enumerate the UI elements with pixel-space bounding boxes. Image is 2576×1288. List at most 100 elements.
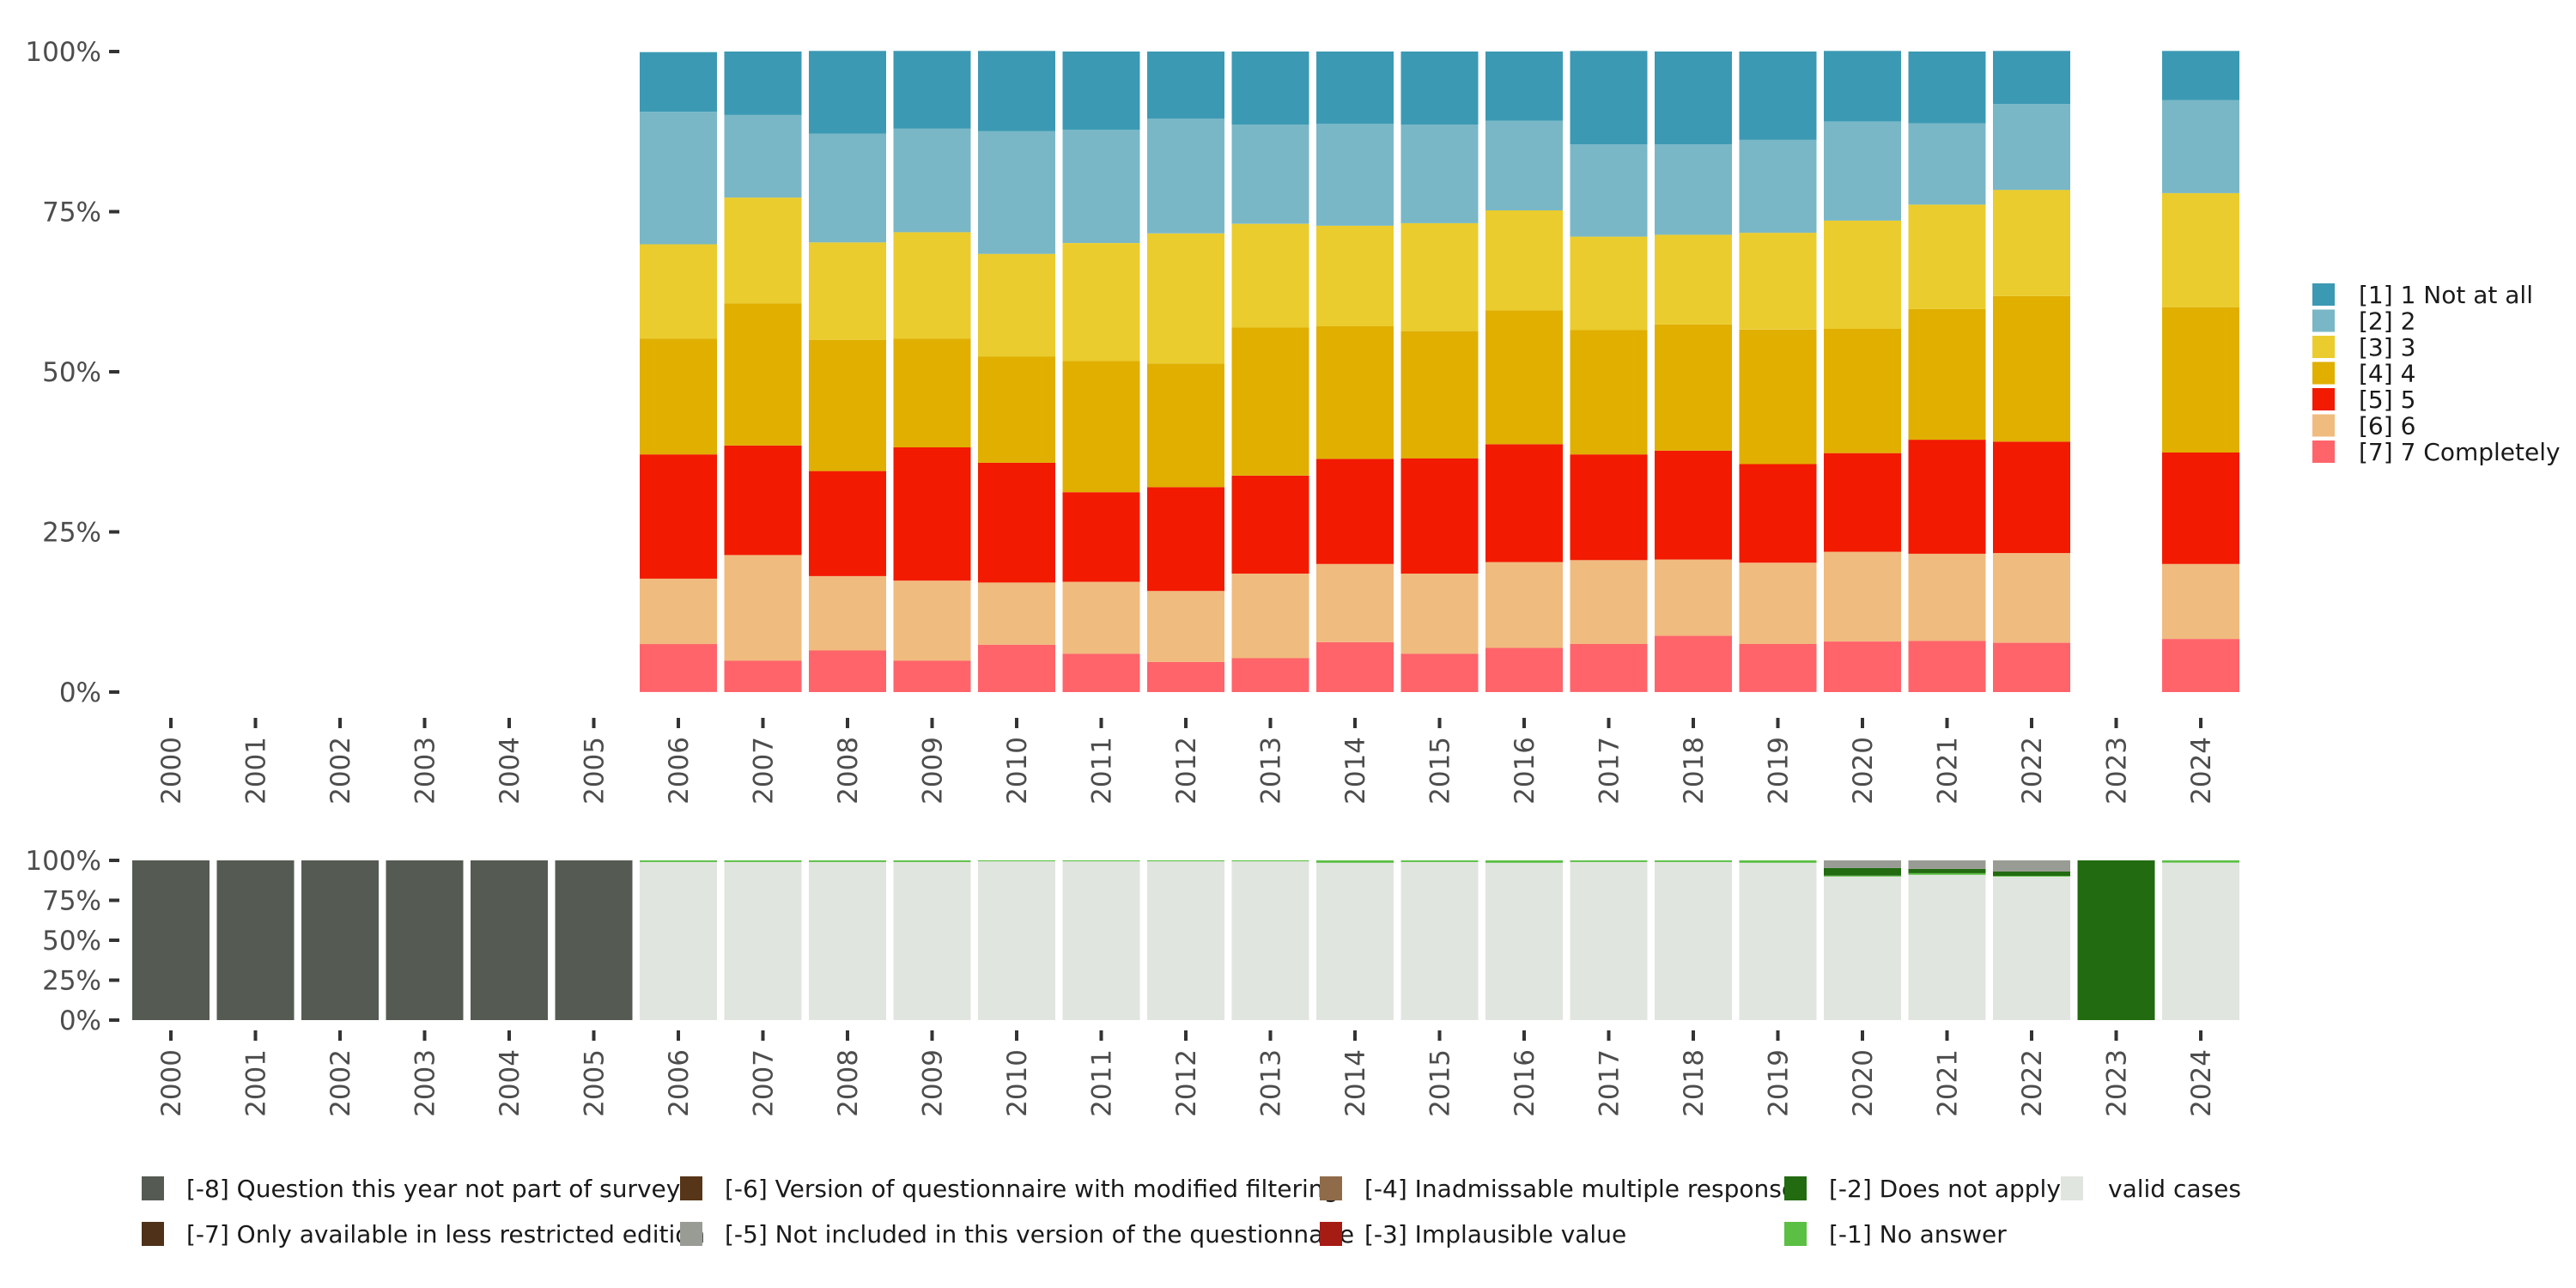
bar-segment-2007-2-2: [724, 114, 802, 198]
bar-segment-2024-2-2: [2162, 100, 2239, 193]
bar-segment-2001-8-question-this-year-not-part-of-survey: [216, 860, 295, 1020]
bar-segment-2021-6-6: [1908, 553, 1986, 641]
bar-segment-2018-1-no-answer: [1655, 860, 1732, 862]
bar-segment-2010-7-7-completely: [978, 644, 1055, 692]
bar-segment-2015-7-7-completely: [1400, 653, 1479, 692]
x-tick-label: 2024: [2186, 737, 2217, 805]
x-tick-label: 2014: [1340, 1049, 1371, 1117]
x-tick-label: 2008: [833, 737, 864, 805]
bar-segment-2013-3-3: [1231, 223, 1309, 328]
bar-segment-2017-3-3: [1570, 236, 1648, 331]
bar-segment-2008-1-no-answer: [809, 860, 886, 862]
bar-segment-2009-5-5: [893, 447, 971, 581]
x-tick-label: 2012: [1171, 737, 1202, 805]
bar-segment-2021-valid-cases: [1908, 874, 1986, 1020]
bar-segment-2022-1-no-answer: [1993, 876, 2070, 877]
bar-segment-2015-6-6: [1400, 574, 1479, 654]
bar-segment-2016-1-no-answer: [1485, 860, 1563, 863]
missing-chart-bars: [132, 860, 2239, 1020]
bar-segment-2024-valid-cases: [2162, 862, 2239, 1020]
bar-segment-2014-1-no-answer: [1316, 860, 1394, 863]
bar-segment-2015-2-2: [1400, 125, 1479, 223]
bar-segment-2019-3-3: [1739, 233, 1817, 330]
bar-segment-2021-5-not-included-in-this-version-of-the-questionnaire: [1908, 860, 1986, 869]
legend-swatch-4-4: [2312, 361, 2335, 385]
bar-segment-2002-8-question-this-year-not-part-of-survey: [301, 860, 379, 1020]
x-tick-label: 2022: [2017, 737, 2048, 805]
main-chart-bars: [640, 51, 2239, 692]
bar-segment-2021-7-7-completely: [1908, 641, 1986, 692]
bar-segment-2012-7-7-completely: [1147, 661, 1224, 692]
bar-segment-2010-4-4: [978, 356, 1055, 463]
legend-swatch-8-question-this-year-not-part-of-survey: [142, 1176, 164, 1200]
bar-segment-2014-1-1-not-at-all: [1316, 52, 1394, 125]
legend-label: [7] 7 Completely: [2359, 438, 2561, 466]
missing-legend: [-8] Question this year not part of surv…: [142, 1175, 2241, 1249]
bar-segment-2020-2-2: [1824, 121, 1901, 221]
x-tick-label: 2006: [664, 1049, 695, 1117]
legend-label: [-7] Only available in less restricted e…: [186, 1220, 705, 1249]
y-tick-label: 100%: [25, 37, 101, 68]
bar-segment-2007-1-no-answer: [724, 860, 802, 862]
x-tick-label: 2001: [241, 737, 272, 805]
legend-swatch-6-6: [2312, 414, 2335, 437]
x-tick-label: 2003: [410, 1049, 441, 1117]
bar-segment-2024-1-1-not-at-all: [2162, 51, 2239, 100]
bar-segment-2010-1-no-answer: [978, 860, 1055, 862]
bar-segment-2011-6-6: [1062, 581, 1140, 654]
bar-segment-2020-7-7-completely: [1824, 641, 1901, 692]
bar-segment-2009-2-2: [893, 128, 971, 233]
bar-segment-2019-4-4: [1739, 329, 1817, 465]
y-tick-label: 100%: [25, 846, 101, 877]
bar-segment-2009-4-4: [893, 338, 971, 447]
bar-segment-2019-1-1-not-at-all: [1739, 52, 1817, 140]
bar-segment-2018-7-7-completely: [1655, 635, 1732, 692]
x-tick-label: 2001: [241, 1049, 272, 1117]
x-tick-label: 2016: [1510, 737, 1540, 805]
legend-label: [5] 5: [2359, 386, 2415, 414]
legend-label: [2] 2: [2359, 307, 2415, 336]
bar-segment-2021-1-no-answer: [1908, 872, 1986, 875]
bar-segment-2010-6-6: [978, 582, 1055, 645]
legend-swatch-5-not-included-in-this-version-of-the-questionnaire: [680, 1222, 702, 1246]
main-y-axis: 0% 25% 50% 75% 100%: [25, 37, 119, 708]
bar-segment-2006-7-7-completely: [640, 644, 717, 692]
x-tick-label: 2004: [495, 737, 526, 805]
bar-segment-2021-5-5: [1908, 440, 1986, 554]
bar-segment-2016-2-2: [1485, 120, 1563, 210]
bar-segment-2014-7-7-completely: [1316, 641, 1394, 692]
bar-segment-2012-1-no-answer: [1147, 860, 1224, 862]
x-tick-label: 2020: [1848, 1049, 1879, 1117]
legend-label: [-6] Version of questionnaire with modif…: [725, 1175, 1339, 1203]
bar-segment-2003-8-question-this-year-not-part-of-survey: [386, 860, 464, 1020]
y-tick-label: 75%: [42, 886, 101, 917]
bar-segment-2014-5-5: [1316, 459, 1394, 564]
bar-segment-2016-valid-cases: [1485, 862, 1563, 1020]
bar-segment-2008-7-7-completely: [809, 650, 886, 692]
bar-segment-2018-valid-cases: [1655, 861, 1732, 1020]
bar-segment-2012-2-2: [1147, 118, 1224, 234]
x-tick-label: 2007: [749, 737, 780, 805]
y-tick-label: 25%: [42, 966, 101, 997]
bar-segment-2017-7-7-completely: [1570, 644, 1648, 692]
bar-segment-2011-4-4: [1062, 361, 1140, 493]
missing-y-axis: 0% 25% 50% 75% 100%: [25, 846, 119, 1036]
bar-segment-2022-7-7-completely: [1993, 642, 2070, 692]
bar-segment-2024-6-6: [2162, 563, 2239, 640]
bar-segment-2020-5-5: [1824, 453, 1901, 552]
x-tick-label: 2023: [2102, 737, 2133, 805]
bar-segment-2005-8-question-this-year-not-part-of-survey: [555, 860, 633, 1020]
x-tick-label: 2002: [325, 1049, 356, 1117]
bar-segment-2020-1-1-not-at-all: [1824, 51, 1901, 122]
bar-segment-2006-1-1-not-at-all: [640, 52, 717, 112]
x-tick-label: 2002: [325, 737, 356, 805]
bar-segment-2019-2-2: [1739, 139, 1817, 234]
bar-segment-2022-valid-cases: [1993, 877, 2070, 1020]
x-tick-label: 2011: [1087, 737, 1118, 805]
x-tick-label: 2015: [1425, 737, 1456, 805]
bar-segment-2013-4-4: [1231, 327, 1309, 476]
x-tick-label: 2017: [1595, 737, 1625, 805]
x-tick-label: 2009: [918, 737, 949, 805]
bar-segment-2004-8-question-this-year-not-part-of-survey: [471, 860, 548, 1020]
bar-segment-2019-1-no-answer: [1739, 860, 1817, 863]
